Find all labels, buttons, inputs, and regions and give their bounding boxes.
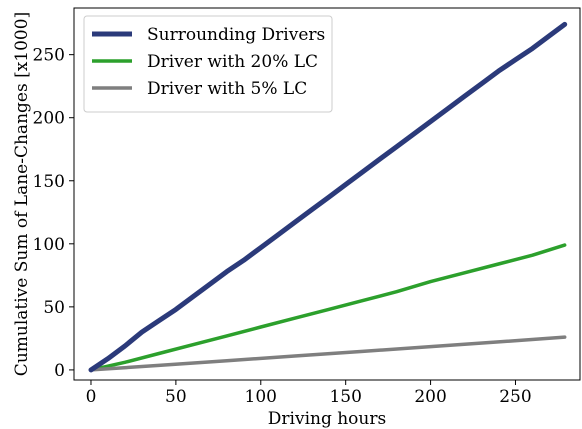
y-axis-label: Cumulative Sum of Lane-Changes [x1000] xyxy=(12,12,32,376)
legend-label-driver-20-lc: Driver with 20% LC xyxy=(147,52,318,72)
y-tick-label: 100 xyxy=(33,235,65,255)
x-axis-label: Driving hours xyxy=(268,409,386,429)
legend-label-driver-5-lc: Driver with 5% LC xyxy=(147,79,307,99)
y-tick-label: 250 xyxy=(33,46,65,66)
series-line-2 xyxy=(89,335,567,372)
y-tick-label: 0 xyxy=(54,361,65,381)
plot-area xyxy=(88,21,568,373)
series-line-0 xyxy=(88,21,568,373)
x-tick-label: 250 xyxy=(499,387,531,407)
x-tick-label: 50 xyxy=(165,387,187,407)
x-axis-ticks: 0 50 100 150 200 250 xyxy=(86,380,532,407)
x-tick-label: 100 xyxy=(245,387,277,407)
x-tick-label: 150 xyxy=(329,387,361,407)
x-tick-label: 200 xyxy=(414,387,446,407)
legend: Surrounding Drivers Driver with 20% LC D… xyxy=(83,15,333,113)
plot-frame xyxy=(73,7,581,381)
y-axis-ticks: 0 50 100 150 200 250 xyxy=(33,46,74,381)
x-tick-label: 0 xyxy=(86,387,97,407)
y-tick-label: 200 xyxy=(33,109,65,129)
legend-label-surrounding-drivers: Surrounding Drivers xyxy=(147,25,325,45)
y-tick-label: 50 xyxy=(43,298,65,318)
series-line-1 xyxy=(89,243,567,372)
y-tick-label: 150 xyxy=(33,172,65,192)
legend-box xyxy=(83,15,333,113)
